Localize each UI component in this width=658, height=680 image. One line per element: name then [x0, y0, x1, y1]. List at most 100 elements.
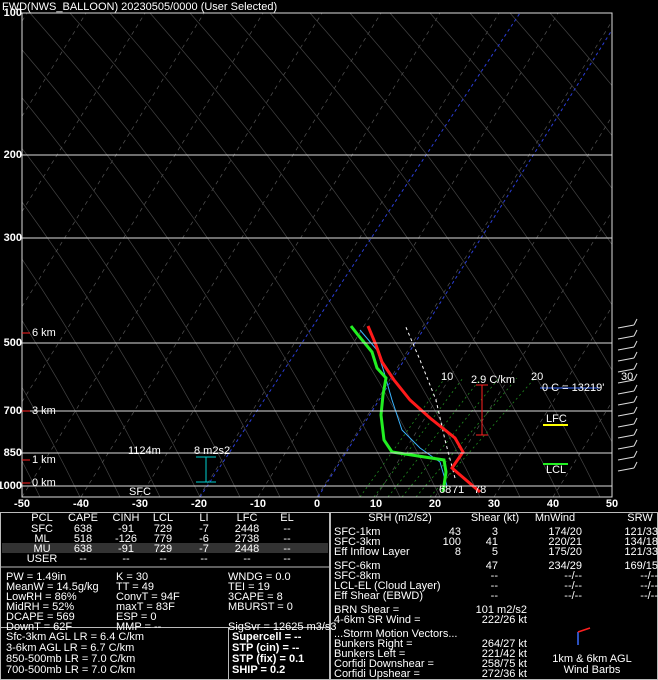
dry-adiabat: [22, 258, 161, 497]
composite-index: Supercell = --: [232, 631, 302, 643]
brn-label: BRN Shear =: [334, 604, 399, 616]
kinematic-label: LCL-EL (Cloud Layer): [334, 580, 441, 592]
lfc-label: LFC: [546, 413, 567, 425]
parcel-cell: ML: [34, 533, 49, 545]
index-value: K = 30: [116, 571, 148, 583]
height-label: 3 km: [32, 405, 56, 417]
parcel-cell: --: [200, 553, 208, 565]
brn-value: 101 m2/s2: [476, 604, 527, 616]
kinematic-value: 134/18: [624, 536, 658, 548]
index-value: LowRH = 86%: [6, 591, 77, 603]
wind-barb: [617, 445, 635, 450]
dry-adiabat: [189, 13, 521, 497]
eff-inflow-label: 1124m: [128, 445, 161, 457]
parcel-cell: MU: [33, 543, 50, 555]
parcel-cell: SFC: [31, 523, 53, 535]
brn-value: 222/26 kt: [482, 614, 527, 626]
dry-adiabat: [269, 13, 601, 497]
wind-barb: [617, 335, 635, 340]
pressure-label: 500: [4, 337, 22, 349]
temperature-label: 30: [488, 498, 500, 510]
storm-motion-label: Corfidi Upshear =: [334, 668, 420, 680]
temperature-label: -30: [132, 498, 148, 510]
index-value: MeanW = 14.5g/kg: [6, 581, 99, 593]
kinematic-value: 174/20: [548, 526, 582, 538]
kinematic-label: SFC-1km: [334, 526, 380, 538]
isotherm: [22, 13, 264, 403]
composite-index: STP (fix) = 0.1: [232, 653, 304, 665]
index-value: 3CAPE = 8: [228, 591, 283, 603]
storm-motion-title: ...Storm Motion Vectors...: [334, 628, 458, 640]
index-value: PW = 1.49in: [6, 571, 66, 583]
height-label: 0 km: [32, 477, 56, 489]
pressure-label: 700: [4, 405, 22, 417]
dewpoint-profile: [349, 325, 448, 493]
temperature-label: 50: [606, 498, 618, 510]
wind-barb-flag: [633, 384, 638, 392]
kinematic-label: Eff Shear (EBWD): [334, 590, 423, 602]
pressure-label: 300: [4, 232, 22, 244]
temperature-profile: [366, 325, 481, 494]
index-value: WNDG = 0.0: [228, 571, 291, 583]
pressure-label: 850: [4, 447, 22, 459]
parcel-header: PCL: [31, 512, 52, 524]
parcel-cell: --: [283, 553, 291, 565]
wind-barb-flag: [633, 318, 638, 326]
wind-barb-flag: [633, 329, 638, 337]
index-value: maxT = 83F: [116, 601, 175, 613]
wind-barb: [617, 346, 635, 351]
parcel-cell: 518: [74, 533, 92, 545]
pressure-label: 100: [4, 7, 22, 19]
pressure-label: 1000: [0, 480, 22, 492]
parcel-cell: -7: [199, 543, 209, 555]
index-value: ConvT = 94F: [116, 591, 180, 603]
sfc-temperature-label: 78: [474, 484, 486, 496]
isotherm-minus20: [199, 13, 521, 497]
index-value: DownT = 62F: [6, 621, 72, 633]
kinematic-value: 100: [443, 536, 461, 548]
parcel-cell: 2448: [235, 543, 259, 555]
wind-barb: [617, 324, 635, 329]
dry-adiabat: [22, 319, 121, 497]
plot-frame: [21, 12, 613, 498]
mixing-ratio-line: [359, 377, 446, 497]
sfc-dewpoint-label: 68: [439, 484, 451, 496]
index-value: ESP = 0: [116, 611, 156, 623]
kinematic-value: 8: [455, 546, 461, 558]
dry-adiabat: [29, 13, 361, 497]
parcel-cell: 779: [154, 533, 172, 545]
index-value: TEI = 19: [228, 581, 270, 593]
parcel-header: LFC: [237, 512, 258, 524]
dry-adiabat: [22, 386, 81, 497]
temperature-label: 20: [429, 498, 441, 510]
kinematic-value: 234/29: [548, 560, 582, 572]
wind-barb-flag: [633, 340, 638, 348]
temperature-label: -20: [191, 498, 207, 510]
parcel-cell: --: [79, 553, 87, 565]
wind-barb: [617, 368, 635, 373]
wind-barb: [617, 456, 635, 461]
wind-barb: [617, 423, 635, 428]
dry-adiabat: [429, 13, 612, 246]
isotherm: [22, 13, 323, 497]
wind-barb-flag: [633, 450, 638, 458]
lapse-rate: 3-6km AGL LR = 6.7 C/km: [6, 642, 134, 654]
composite-index: STP (cin) = --: [232, 642, 300, 654]
title: FWD(NWS_BALLOON) 20230505/0000 (User Sel…: [2, 1, 277, 13]
isotherm: [22, 13, 146, 213]
wind-barb-caption: 1km & 6km AGL: [552, 653, 631, 665]
isotherm: [80, 13, 382, 497]
wind-barb-flag: [633, 439, 638, 447]
isotherm: [22, 13, 87, 118]
wind-barb-flag: [633, 406, 638, 414]
isotherm: [22, 13, 205, 308]
composite-index: SHIP = 0.2: [232, 664, 285, 676]
wind-barb-flag: [633, 373, 638, 381]
parcel-cell: --: [122, 553, 130, 565]
parcel-cell: 638: [74, 543, 92, 555]
wind-barb: [617, 379, 635, 384]
kinematic-header: SRW: [627, 512, 653, 524]
kinematic-value: --: [491, 590, 499, 602]
lapse-rate: 700-500mb LR = 7.0 C/km: [6, 664, 135, 676]
